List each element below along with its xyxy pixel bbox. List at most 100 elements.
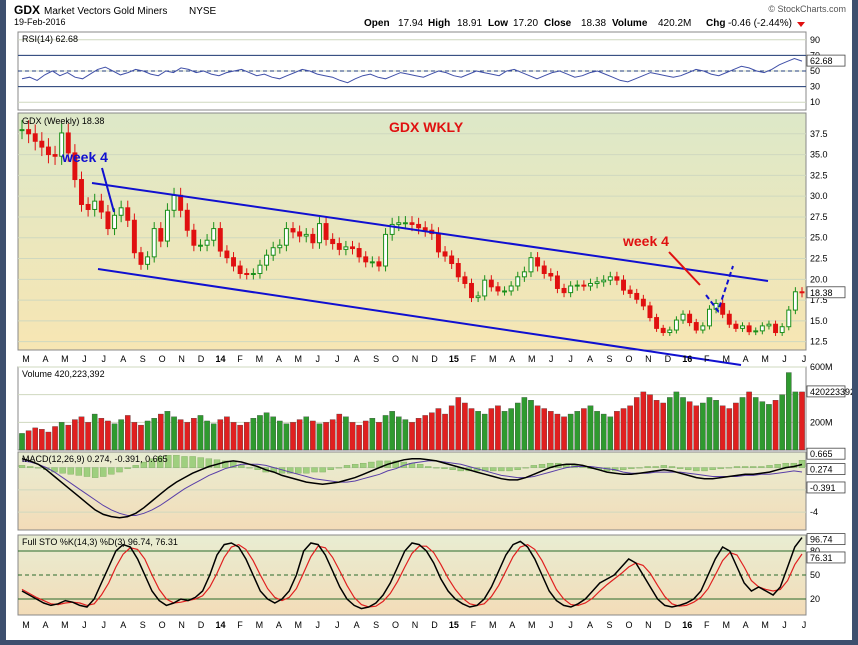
- candle-body: [706, 308, 712, 327]
- volume-bar: [191, 418, 197, 451]
- macd-histogram-bar: [343, 465, 351, 468]
- candle-body: [376, 261, 382, 267]
- volume-bar: [91, 413, 98, 451]
- price-candle: [462, 271, 468, 289]
- price-candle: [495, 282, 501, 296]
- volume-bar: [131, 422, 138, 451]
- volume-bar: [686, 401, 693, 451]
- candle-body: [528, 257, 534, 273]
- x-tick-label: N: [412, 620, 419, 630]
- volume-label: Volume: [612, 18, 648, 29]
- candle-body: [449, 255, 455, 265]
- stockcharts-window: GDX Market Vectors Gold Miners NYSE 19-F…: [6, 0, 852, 640]
- macd-histogram-bar: [433, 467, 440, 469]
- macd-histogram-bar: [693, 467, 700, 472]
- candle-body: [792, 291, 798, 311]
- volume-bar: [290, 422, 296, 451]
- current-value-badge: 420223392: [806, 385, 852, 398]
- candle-body: [554, 275, 560, 289]
- volume-bar: [369, 418, 376, 451]
- current-value-label: -0.391: [810, 483, 836, 493]
- candle-body: [389, 223, 395, 235]
- candle-body: [257, 264, 263, 274]
- price-candle: [39, 132, 45, 157]
- volume-bar: [501, 411, 508, 451]
- price-candle: [634, 288, 640, 304]
- volume-bar: [197, 415, 204, 451]
- volume-bar: [752, 397, 759, 451]
- current-value-label: 0.274: [810, 465, 833, 475]
- chg-value: -0.46 (-2.44%): [728, 18, 792, 29]
- macd-histogram-bar: [741, 466, 749, 468]
- candle-body: [26, 129, 32, 135]
- candle-body: [647, 305, 653, 319]
- x-tick-label: M: [61, 354, 69, 364]
- volume-bar: [270, 416, 276, 451]
- price-candle: [740, 322, 745, 332]
- x-axis-bottom: M A M J J A S O N D 14 F M A M J J A S O N D 15 F M A M J J A S O N D 16 F M…: [22, 620, 806, 630]
- candle-body: [198, 244, 203, 247]
- volume-bar: [488, 408, 495, 451]
- x-tick-label: N: [645, 620, 652, 630]
- volume-bar: [85, 422, 91, 451]
- price-candle: [79, 171, 84, 212]
- candle-body: [264, 254, 270, 266]
- candle-body: [673, 319, 679, 331]
- price-candle: [151, 222, 157, 263]
- current-value-badge: 96.74: [806, 533, 846, 546]
- y-tick-label: 600M: [810, 362, 833, 372]
- current-value-box: [806, 463, 846, 475]
- macd-histogram-bar: [335, 467, 343, 469]
- current-value-badge: 18.38: [806, 286, 846, 299]
- price-candle: [145, 251, 151, 270]
- x-tick-label: D: [198, 620, 205, 630]
- volume-bar: [164, 411, 171, 451]
- macd-histogram-bar: [425, 466, 432, 468]
- current-value-label: 420223392: [810, 387, 852, 397]
- y-tick-label: 20: [810, 594, 820, 604]
- candle-body: [72, 152, 78, 181]
- macd-histogram-bar: [26, 466, 34, 468]
- macd-histogram-bar: [327, 467, 334, 470]
- x-tick-label: J: [782, 354, 787, 364]
- price-candle: [92, 193, 98, 217]
- volume-bar: [541, 408, 547, 451]
- x-tick-label: M: [722, 354, 730, 364]
- volume-bar: [581, 408, 587, 451]
- open-value: 17.94: [398, 18, 423, 29]
- price-candle: [343, 240, 349, 256]
- volume-bar: [673, 391, 680, 451]
- volume-bar: [548, 411, 554, 451]
- price-candle: [680, 310, 686, 324]
- candle-body: [753, 330, 759, 333]
- x-tick-label: A: [509, 354, 515, 364]
- price-candle: [706, 305, 712, 330]
- volume-bar: [481, 413, 488, 451]
- high-value: 18.91: [457, 18, 482, 29]
- volume-bar: [726, 408, 733, 451]
- candle-body: [469, 282, 474, 299]
- x-tick-label: A: [743, 354, 749, 364]
- x-tick-label: O: [392, 354, 399, 364]
- volume-bar: [250, 418, 257, 451]
- x-tick-label: J: [316, 354, 321, 364]
- price-candle: [211, 222, 217, 247]
- price-candle: [779, 323, 785, 336]
- volume-bar: [224, 416, 230, 451]
- x-tick-label: 14: [215, 354, 225, 364]
- current-value-box: [806, 385, 846, 398]
- price-candle: [548, 268, 554, 282]
- candle-body: [131, 219, 137, 254]
- rsi-title: RSI(14) 62.68: [22, 34, 78, 44]
- volume-bar: [39, 429, 45, 451]
- y-tick-label: 30.0: [810, 191, 828, 201]
- price-candle: [541, 260, 547, 279]
- candle-body: [350, 246, 355, 250]
- volume-bar: [534, 405, 541, 451]
- volume-bar: [25, 430, 32, 451]
- candle-body: [614, 276, 620, 281]
- current-value-label: 76.31: [810, 553, 833, 563]
- macd-histogram-bar: [416, 464, 424, 468]
- macd-histogram-bar: [628, 467, 635, 469]
- volume-bar: [310, 420, 316, 451]
